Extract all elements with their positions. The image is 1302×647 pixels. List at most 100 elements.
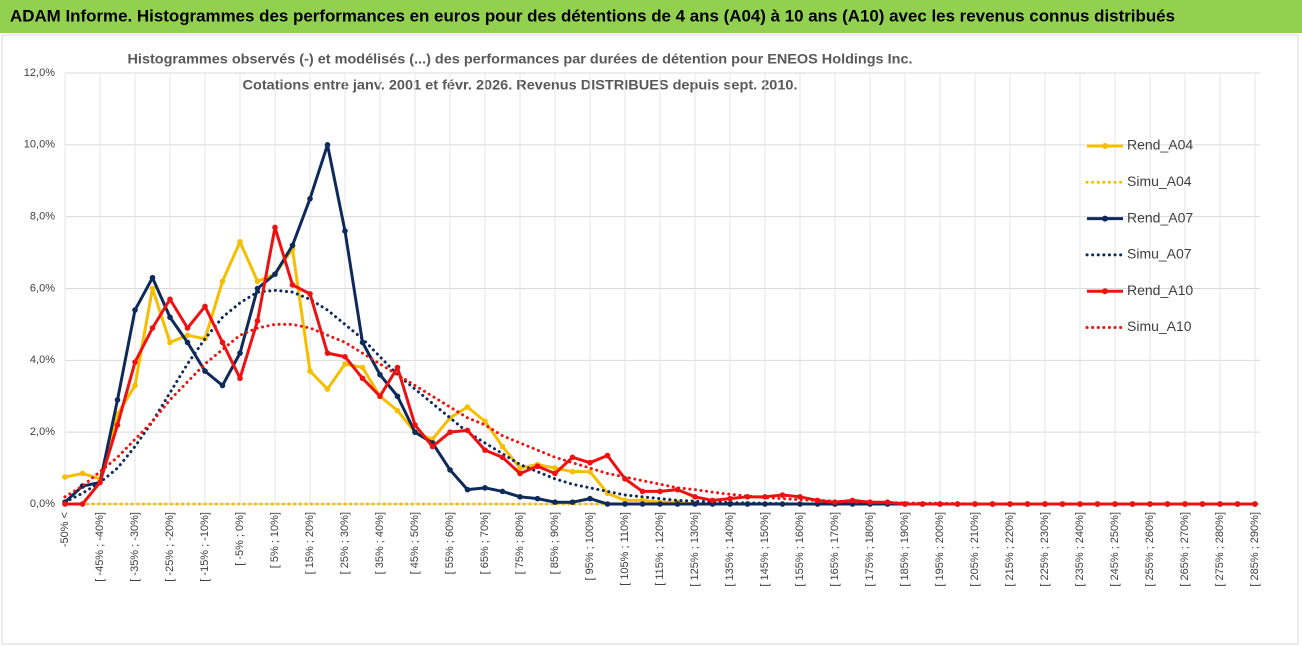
- x-tick-label: [ -15% ; -10%]: [199, 512, 211, 582]
- series-marker: [237, 350, 243, 356]
- x-tick-label: [ 195% ; 200%]: [934, 512, 946, 587]
- series-marker: [254, 285, 261, 292]
- series-marker: [394, 393, 401, 400]
- series-marker: [307, 195, 313, 202]
- series-marker: [517, 465, 523, 471]
- series-marker: [167, 339, 173, 346]
- series-marker: [324, 350, 331, 356]
- x-tick-label: [ 165% ; 170%]: [829, 512, 841, 587]
- legend-label: Rend_A07: [1127, 209, 1193, 225]
- y-tick-label: 10,0%: [24, 139, 55, 151]
- series-marker: [377, 371, 383, 378]
- series-marker: [604, 501, 611, 507]
- series-marker: [149, 274, 156, 281]
- series-marker: [184, 325, 191, 331]
- series-marker: [412, 422, 418, 428]
- series-marker: [219, 339, 226, 346]
- series-marker: [552, 465, 558, 471]
- series-marker: [429, 443, 436, 450]
- series-marker: [114, 397, 121, 403]
- series-marker: [167, 314, 173, 321]
- series-marker: [622, 501, 628, 507]
- series-marker: [114, 422, 121, 428]
- legend-label: Rend_A10: [1127, 282, 1193, 298]
- x-tick-label: [ -35% ; -30%]: [129, 512, 141, 582]
- y-tick-label: 6,0%: [30, 282, 55, 294]
- series-marker: [1024, 501, 1031, 507]
- series-marker: [482, 447, 488, 453]
- series-marker: [517, 494, 523, 500]
- x-tick-label: [ 45% ; 50%]: [409, 512, 421, 574]
- series-marker: [517, 470, 523, 477]
- x-tick-label: -50% <: [59, 512, 71, 547]
- x-tick-label: [ -5% ; 0%]: [234, 512, 246, 566]
- series-marker: [79, 470, 86, 477]
- series-marker: [657, 488, 663, 495]
- series-marker: [342, 228, 348, 234]
- series-marker: [219, 382, 226, 389]
- series-marker: [394, 364, 401, 371]
- series-marker: [272, 224, 278, 231]
- x-tick-label: [ 75% ; 80%]: [514, 512, 526, 574]
- legend-marker: [1102, 143, 1108, 149]
- x-tick-label: [ 85% ; 90%]: [549, 512, 561, 574]
- series-marker: [289, 282, 296, 288]
- x-tick-label: [ 105% ; 110%]: [619, 512, 631, 586]
- x-tick-label: [ 175% ; 180%]: [864, 512, 876, 587]
- series-marker: [184, 332, 191, 338]
- y-tick-label: 0,0%: [30, 498, 55, 510]
- series-marker: [464, 427, 471, 434]
- series-marker: [1182, 501, 1188, 507]
- series-marker: [587, 495, 593, 502]
- x-tick-label: [ 35% ; 40%]: [374, 512, 386, 574]
- series-marker: [569, 499, 576, 506]
- series-marker: [79, 501, 86, 507]
- series-marker: [132, 307, 138, 313]
- series-marker: [1164, 501, 1171, 507]
- y-tick-label: 12,0%: [24, 67, 55, 79]
- series-marker: [289, 242, 296, 249]
- x-tick-label: [ 65% ; 70%]: [479, 512, 491, 574]
- x-tick-label: [ 215% ; 220%]: [1004, 512, 1016, 587]
- series-marker: [604, 452, 611, 459]
- series-marker: [377, 393, 383, 400]
- chart-title: Histogrammes observés (-) et modélisés (…: [128, 51, 913, 67]
- series-marker: [132, 359, 138, 365]
- series-marker: [202, 368, 208, 374]
- header-title: ADAM Informe. Histogrammes des performan…: [10, 6, 1175, 25]
- series-marker: [237, 239, 243, 245]
- series-marker: [149, 285, 156, 292]
- series-marker: [587, 459, 593, 466]
- series-marker: [307, 291, 313, 297]
- y-tick-label: 4,0%: [30, 354, 55, 366]
- x-tick-label: [ 255% ; 260%]: [1144, 512, 1156, 587]
- series-marker: [149, 325, 156, 331]
- series-marker: [167, 296, 173, 303]
- x-tick-label: [ 205% ; 210%]: [969, 512, 981, 587]
- legend-marker: [1102, 215, 1108, 222]
- series-marker: [324, 142, 331, 148]
- x-tick-label: [ -45% ; -40%]: [94, 512, 106, 582]
- series-marker: [692, 494, 698, 500]
- series-marker: [639, 501, 646, 507]
- series-marker: [359, 375, 366, 382]
- series-marker: [569, 454, 576, 461]
- series-marker: [534, 463, 541, 470]
- legend-marker: [1102, 288, 1108, 295]
- legend-label: Simu_A07: [1127, 246, 1192, 262]
- series-marker: [62, 474, 68, 480]
- x-tick-label: [ 235% ; 240%]: [1074, 512, 1086, 587]
- series-marker: [534, 495, 541, 502]
- series-marker: [97, 479, 103, 486]
- series-marker: [709, 497, 716, 504]
- series-marker: [499, 488, 506, 495]
- series-marker: [412, 429, 418, 435]
- x-tick-label: [ 115% ; 120%]: [654, 512, 666, 586]
- x-tick-label: [ 225% ; 230%]: [1039, 512, 1051, 587]
- series-marker: [499, 443, 506, 450]
- y-tick-label: 8,0%: [30, 211, 55, 223]
- x-tick-label: [ 125% ; 130%]: [689, 512, 701, 587]
- series-marker: [132, 382, 138, 389]
- x-tick-label: [ 145% ; 150%]: [759, 512, 771, 587]
